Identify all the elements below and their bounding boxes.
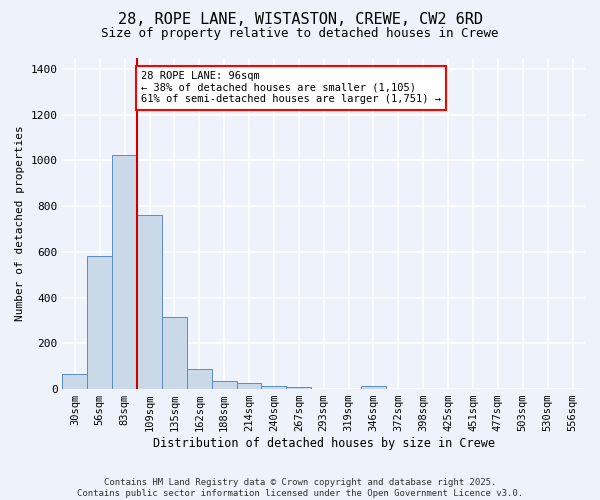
- Text: Contains HM Land Registry data © Crown copyright and database right 2025.
Contai: Contains HM Land Registry data © Crown c…: [77, 478, 523, 498]
- Bar: [137, 216, 162, 389]
- Bar: [286, 387, 311, 389]
- Bar: [262, 386, 286, 389]
- Bar: [212, 381, 236, 389]
- Text: 28 ROPE LANE: 96sqm
← 38% of detached houses are smaller (1,105)
61% of semi-det: 28 ROPE LANE: 96sqm ← 38% of detached ho…: [141, 71, 441, 104]
- Text: Size of property relative to detached houses in Crewe: Size of property relative to detached ho…: [101, 28, 499, 40]
- Bar: [62, 374, 88, 389]
- Y-axis label: Number of detached properties: Number of detached properties: [15, 126, 25, 321]
- Bar: [361, 386, 386, 389]
- Bar: [162, 317, 187, 389]
- Text: 28, ROPE LANE, WISTASTON, CREWE, CW2 6RD: 28, ROPE LANE, WISTASTON, CREWE, CW2 6RD: [118, 12, 482, 28]
- Bar: [88, 256, 112, 389]
- Bar: [236, 384, 262, 389]
- Bar: [112, 154, 137, 389]
- X-axis label: Distribution of detached houses by size in Crewe: Distribution of detached houses by size …: [153, 437, 495, 450]
- Bar: [187, 368, 212, 389]
